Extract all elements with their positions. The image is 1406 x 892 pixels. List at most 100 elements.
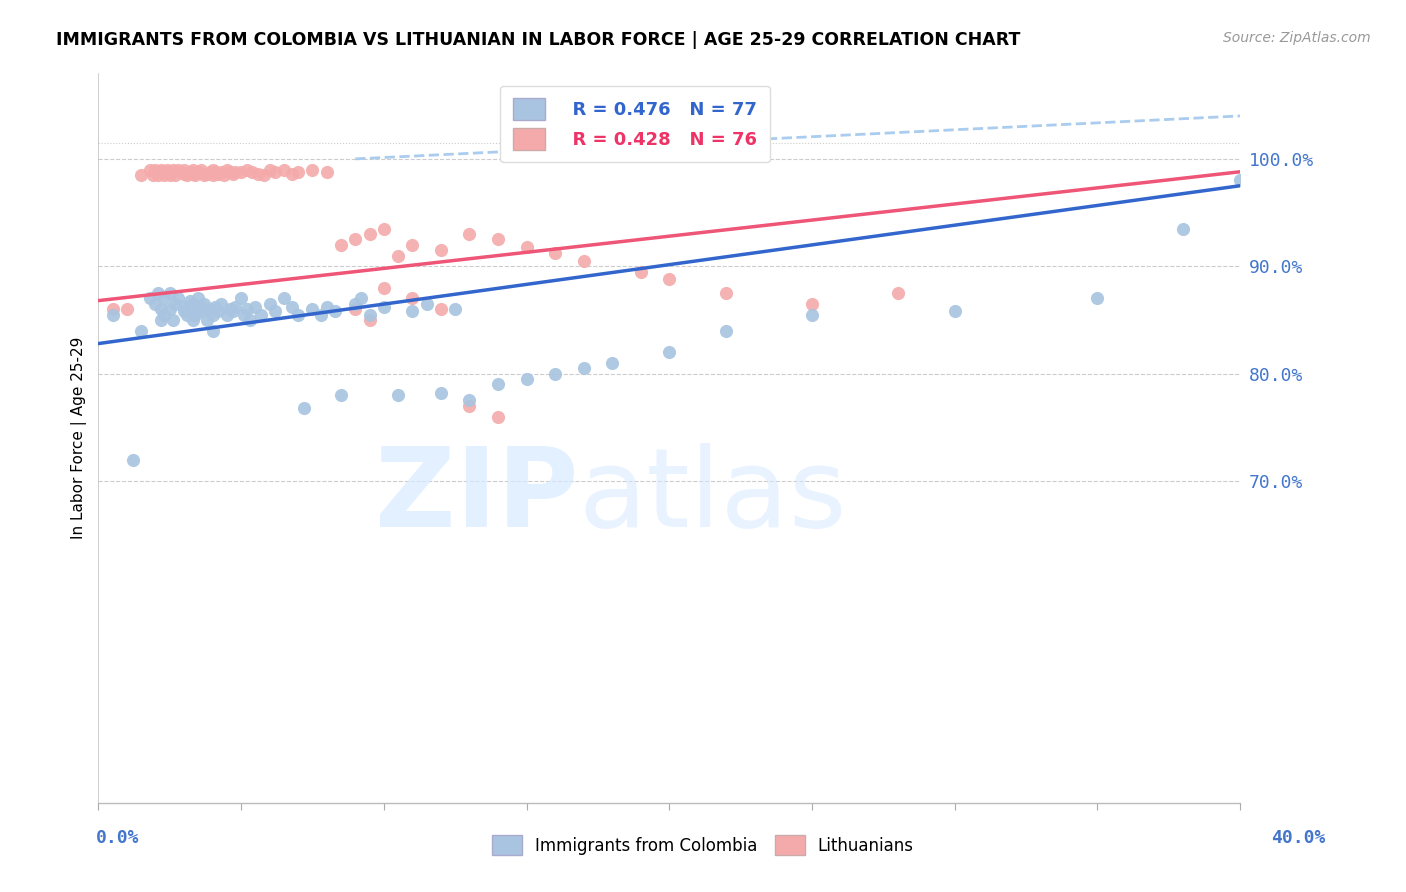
Point bbox=[153, 165, 176, 179]
Point bbox=[232, 308, 254, 322]
Point bbox=[515, 372, 537, 386]
Point bbox=[344, 302, 367, 317]
Point bbox=[181, 162, 204, 177]
Point bbox=[193, 297, 215, 311]
Point bbox=[359, 313, 381, 327]
Point bbox=[167, 292, 190, 306]
Point bbox=[207, 167, 229, 181]
Point bbox=[193, 168, 215, 182]
Point bbox=[224, 165, 246, 179]
Point bbox=[229, 165, 252, 179]
Point bbox=[330, 388, 353, 402]
Point bbox=[401, 237, 423, 252]
Point bbox=[229, 292, 252, 306]
Point bbox=[162, 313, 184, 327]
Point bbox=[167, 162, 190, 177]
Point bbox=[287, 165, 309, 179]
Point bbox=[181, 313, 204, 327]
Point bbox=[187, 165, 209, 179]
Point bbox=[444, 302, 467, 317]
Point bbox=[138, 162, 160, 177]
Point bbox=[387, 248, 409, 262]
Point bbox=[179, 165, 201, 179]
Point bbox=[181, 297, 204, 311]
Point bbox=[800, 297, 823, 311]
Point bbox=[264, 304, 287, 318]
Point bbox=[159, 286, 181, 301]
Point bbox=[1171, 221, 1194, 235]
Point bbox=[245, 300, 267, 314]
Point bbox=[190, 162, 212, 177]
Text: 0.0%: 0.0% bbox=[96, 829, 139, 847]
Point bbox=[224, 300, 246, 314]
Text: Source: ZipAtlas.com: Source: ZipAtlas.com bbox=[1223, 31, 1371, 45]
Point bbox=[1229, 173, 1251, 187]
Point bbox=[101, 308, 124, 322]
Point bbox=[204, 300, 226, 314]
Y-axis label: In Labor Force | Age 25-29: In Labor Force | Age 25-29 bbox=[72, 337, 87, 540]
Point bbox=[215, 308, 238, 322]
Point bbox=[150, 302, 173, 317]
Point bbox=[515, 240, 537, 254]
Point bbox=[173, 300, 195, 314]
Point bbox=[415, 297, 437, 311]
Point bbox=[190, 304, 212, 318]
Point bbox=[184, 168, 207, 182]
Point bbox=[201, 168, 224, 182]
Point bbox=[221, 304, 243, 318]
Point bbox=[430, 302, 453, 317]
Point bbox=[236, 162, 259, 177]
Point bbox=[162, 162, 184, 177]
Point bbox=[344, 297, 367, 311]
Point bbox=[176, 168, 198, 182]
Point bbox=[218, 302, 240, 317]
Point bbox=[572, 253, 595, 268]
Point bbox=[281, 167, 304, 181]
Point bbox=[600, 356, 623, 370]
Point bbox=[173, 304, 195, 318]
Point bbox=[165, 297, 187, 311]
Point bbox=[658, 345, 681, 359]
Point bbox=[344, 232, 367, 246]
Point bbox=[430, 386, 453, 401]
Point bbox=[145, 162, 167, 177]
Point bbox=[572, 361, 595, 376]
Point bbox=[150, 162, 173, 177]
Point bbox=[630, 265, 652, 279]
Point bbox=[281, 300, 304, 314]
Point bbox=[309, 308, 332, 322]
Point bbox=[129, 324, 152, 338]
Point bbox=[373, 221, 395, 235]
Point bbox=[250, 308, 273, 322]
Point bbox=[458, 399, 481, 413]
Point bbox=[187, 302, 209, 317]
Point bbox=[800, 308, 823, 322]
Point bbox=[101, 302, 124, 317]
Point bbox=[716, 324, 738, 338]
Point bbox=[330, 237, 353, 252]
Point bbox=[156, 162, 179, 177]
Point bbox=[159, 302, 181, 317]
Point bbox=[315, 165, 337, 179]
Point bbox=[138, 292, 160, 306]
Point bbox=[142, 168, 165, 182]
Point bbox=[209, 165, 232, 179]
Point bbox=[170, 165, 193, 179]
Point bbox=[486, 232, 509, 246]
Point bbox=[239, 313, 262, 327]
Point bbox=[458, 393, 481, 408]
Point bbox=[207, 304, 229, 318]
Point bbox=[236, 302, 259, 317]
Point bbox=[301, 302, 323, 317]
Point bbox=[430, 243, 453, 257]
Point bbox=[544, 367, 567, 381]
Text: atlas: atlas bbox=[578, 443, 846, 550]
Point bbox=[373, 281, 395, 295]
Point bbox=[943, 304, 966, 318]
Point bbox=[301, 162, 323, 177]
Point bbox=[401, 304, 423, 318]
Point bbox=[150, 165, 173, 179]
Point bbox=[315, 300, 337, 314]
Point bbox=[247, 167, 270, 181]
Point bbox=[150, 313, 173, 327]
